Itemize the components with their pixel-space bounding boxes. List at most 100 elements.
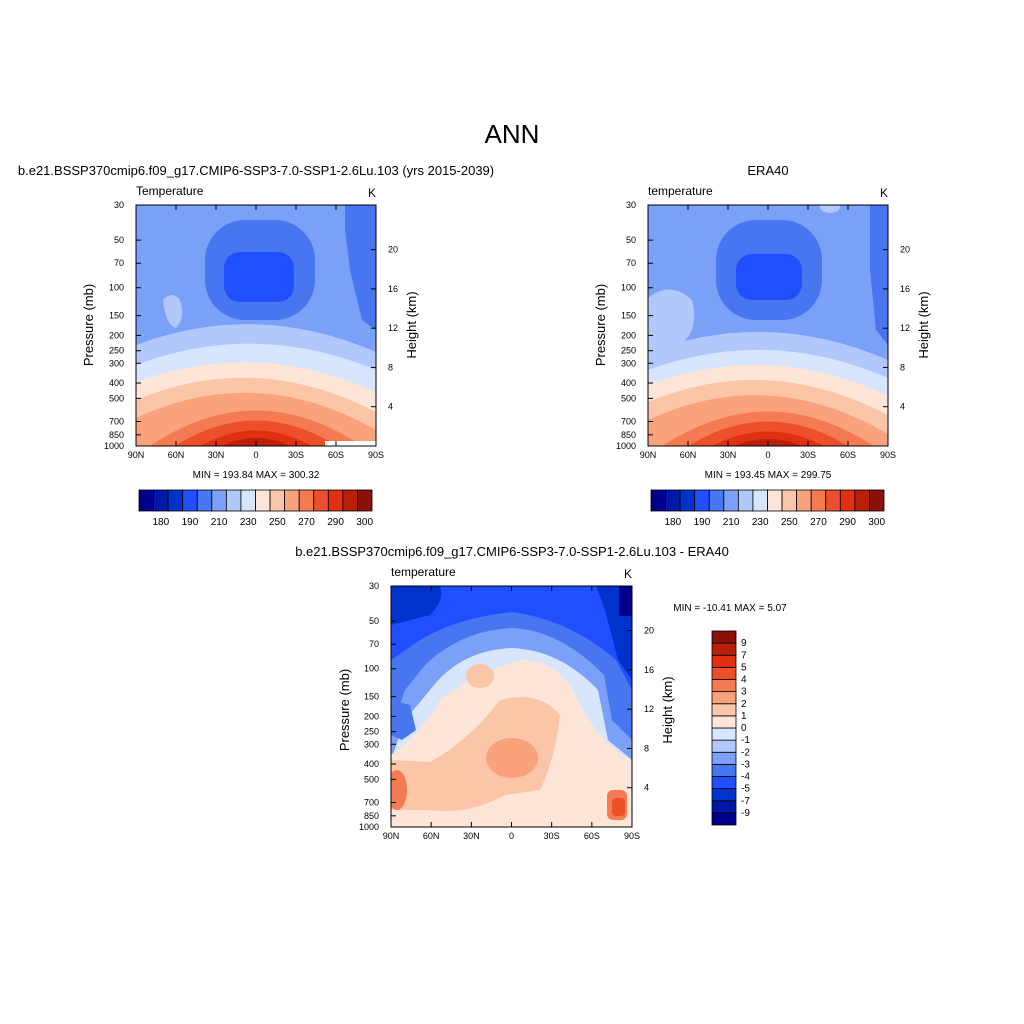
panel-obs: ERA40 temperature K 90N 60N 30N 0 30S 60S 90S 3… [593, 163, 931, 528]
y-tick-label: 200 [109, 330, 124, 340]
colorbar-box [711, 776, 737, 790]
y-tick-label: 150 [109, 311, 124, 321]
colorbar-box [679, 489, 696, 512]
x-tick-label: 90N [383, 831, 400, 841]
colorbar-label: 4 [741, 675, 747, 686]
colorbar-label: 300 [356, 517, 373, 528]
x-tick-label: 30S [544, 831, 560, 841]
y-tick-label: 200 [364, 711, 379, 721]
colorbar: 180 190 210 230 250 270 290 300 [138, 489, 373, 528]
colorbar-label: 230 [752, 517, 769, 528]
band-level-3 [486, 738, 538, 778]
band-level-200 [224, 252, 294, 302]
band-level-230 [163, 295, 183, 328]
colorbar-label: 7 [741, 650, 747, 661]
y-tick-label: 70 [114, 258, 124, 268]
colorbar-label: 210 [723, 517, 740, 528]
colorbar-box [240, 489, 256, 512]
colorbar-box [711, 788, 737, 802]
colorbar-box [711, 727, 737, 741]
colorbar-label: -7 [741, 796, 750, 807]
y-tick-label: 100 [109, 283, 124, 293]
band-level-210-strat [345, 205, 376, 330]
band-level-230 [648, 289, 695, 352]
y-tick-label: 70 [626, 258, 636, 268]
y-tick-label: 250 [109, 346, 124, 356]
colorbar-box [298, 489, 315, 512]
colorbar-box [711, 739, 737, 753]
panel-title: b.e21.BSSP370cmip6.f09_g17.CMIP6-SSP3-7.… [18, 163, 494, 178]
band-level-minus-4 [391, 586, 632, 690]
colorbar-box [711, 715, 737, 729]
y2-axis-label: Height (km) [916, 291, 931, 358]
colorbar-label: 1 [741, 711, 747, 722]
panel-title: b.e21.BSSP370cmip6.f09_g17.CMIP6-SSP3-7.… [295, 544, 729, 559]
band-level-200 [736, 254, 802, 300]
y-tick-label: 100 [621, 283, 636, 293]
variable-label: temperature [391, 565, 456, 579]
y-tick-label: 850 [364, 811, 379, 821]
colorbar-box [196, 489, 213, 512]
x-tick-label: 0 [509, 831, 514, 841]
units-label: K [880, 186, 888, 200]
y-tick-label: 100 [364, 664, 379, 674]
colorbar-box [711, 630, 737, 644]
x-tick-label: 60N [423, 831, 440, 841]
units-label: K [624, 567, 632, 581]
y-tick-label: 50 [114, 235, 124, 245]
stats-label: MIN = 193.45 MAX = 299.75 [705, 470, 832, 481]
y2-tick-label: 12 [900, 323, 910, 333]
y-tick-label: 400 [109, 378, 124, 388]
colorbar-box [665, 489, 681, 512]
y2-tick-label: 16 [388, 284, 398, 294]
colorbar-label: 180 [665, 517, 682, 528]
colorbar-box [708, 489, 725, 512]
colorbar-label: 250 [269, 517, 286, 528]
colorbar-box [694, 489, 710, 512]
x-tick-label: 60N [168, 450, 185, 460]
y2-tick-label: 8 [388, 362, 393, 372]
figure-title: ANN [485, 119, 540, 149]
y-tick-label: 30 [626, 200, 636, 210]
band-level-minus-7 [619, 586, 632, 616]
axis-ticks: 90N 60N 30N 0 30S 60S 90S 30 50 70 100 150 200 250 300… [359, 581, 654, 841]
variable-label: temperature [648, 184, 713, 198]
y2-tick-label: 8 [644, 743, 649, 753]
y-axis-label: Pressure (mb) [593, 284, 608, 366]
contour-field [648, 205, 888, 446]
band-level-3-north [391, 770, 407, 810]
colorbar-label: 3 [741, 687, 747, 698]
colorbar-box [313, 489, 329, 512]
panel-title: ERA40 [747, 163, 788, 178]
colorbar-box [752, 489, 768, 512]
colorbar-box [839, 489, 856, 512]
colorbar-box [711, 812, 737, 826]
y-tick-label: 30 [369, 581, 379, 591]
colorbar-label: 270 [298, 517, 315, 528]
colorbar-box [711, 642, 737, 656]
colorbar-box [711, 666, 737, 680]
colorbar-label: 5 [741, 662, 747, 673]
colorbar-box [357, 489, 373, 512]
colorbar-box [327, 489, 344, 512]
colorbar-label: 250 [781, 517, 798, 528]
y-tick-label: 700 [364, 797, 379, 807]
band-level-2 [391, 697, 560, 811]
x-tick-label: 60S [840, 450, 856, 460]
colorbar-label: 9 [741, 638, 747, 649]
x-tick-label: 90S [880, 450, 896, 460]
y-tick-label: 1000 [359, 822, 379, 832]
colorbar-box [167, 489, 184, 512]
colorbar-box [284, 489, 300, 512]
colorbar-box [711, 751, 737, 765]
y2-tick-label: 20 [900, 245, 910, 255]
band-level-295 [712, 431, 824, 446]
axis-ticks: 90N 60N 30N 0 30S 60S 90S 30 50 70 100 150 200 250 300… [616, 200, 910, 460]
x-tick-label: 90S [624, 831, 640, 841]
y2-tick-label: 16 [900, 284, 910, 294]
colorbar: 180 190 210 230 250 270 290 300 [650, 489, 885, 528]
colorbar-label: 2 [741, 699, 747, 710]
colorbar-box [138, 489, 154, 512]
missing-data [325, 441, 376, 446]
